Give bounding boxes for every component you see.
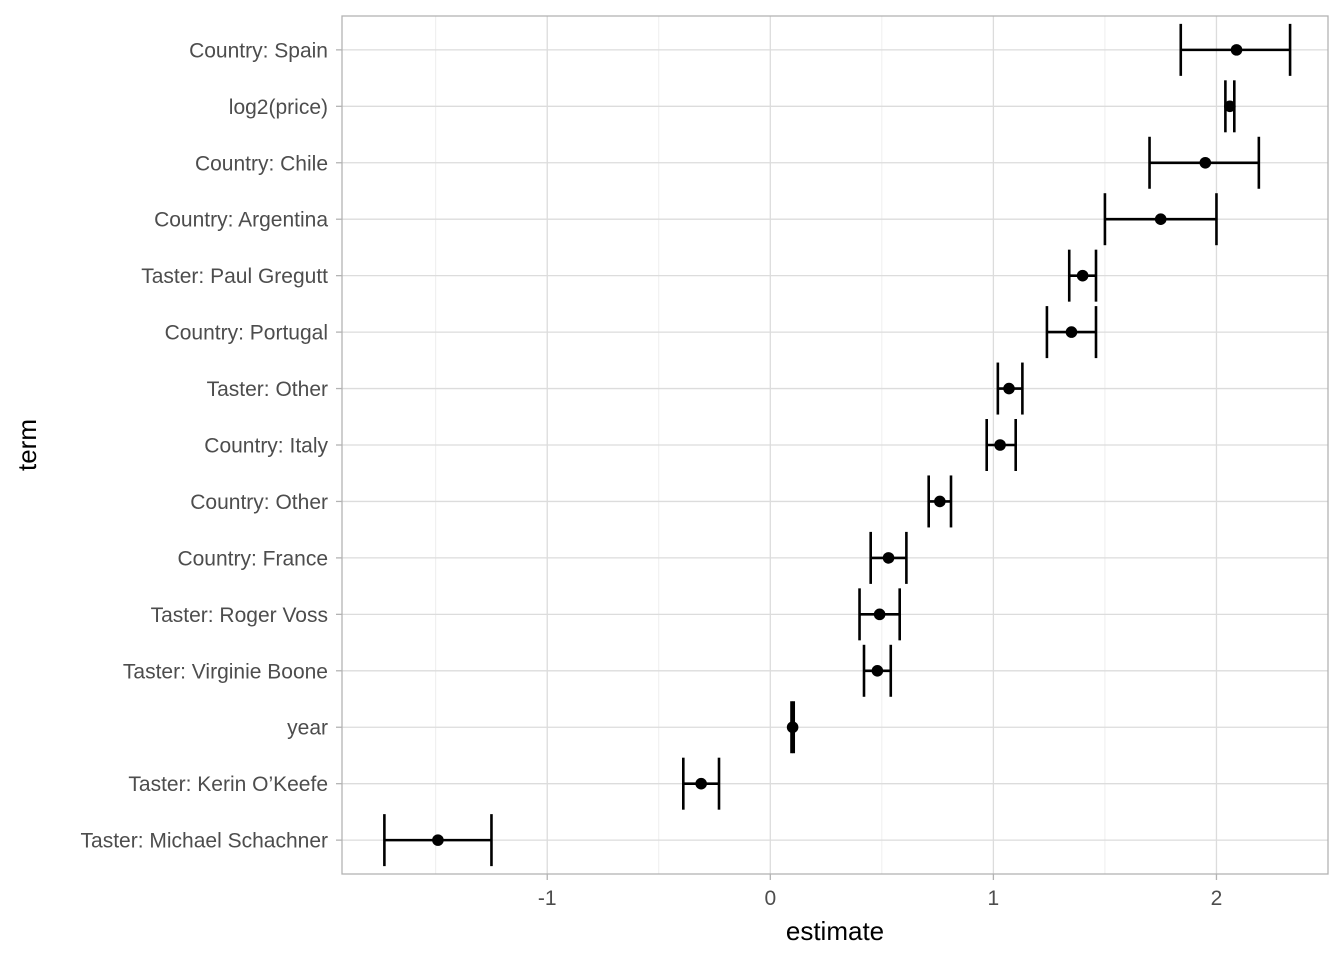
term-mark [1103, 193, 1218, 246]
data-marks [383, 23, 1292, 867]
y-tick-label: Country: Portugal [165, 322, 328, 345]
term-mark [927, 475, 953, 528]
y-tick-label: Country: Chile [195, 152, 328, 175]
y-axis-title: term [12, 419, 42, 471]
estimate-point [1224, 100, 1236, 113]
x-tick-label: 1 [988, 887, 1000, 910]
y-axis: Country: Spain log2(price) Country: Chile C… [81, 39, 342, 853]
y-tick-label: Taster: Kerin O’Keefe [128, 773, 328, 796]
estimate-point [1065, 326, 1078, 338]
y-tick-label: log2(price) [229, 96, 328, 119]
y-tick-label: Country: Spain [189, 39, 328, 62]
y-tick-label: Taster: Michael Schachner [81, 830, 328, 853]
estimate-point [1076, 269, 1089, 282]
term-mark [786, 701, 799, 754]
y-tick-label: Taster: Other [207, 378, 328, 401]
term-mark [1224, 80, 1236, 133]
y-tick-label: Taster: Paul Gregutt [141, 265, 328, 288]
term-mark [682, 757, 721, 810]
term-mark [383, 814, 493, 867]
y-tick-label: Country: France [177, 547, 328, 570]
y-tick-label: year [287, 717, 328, 740]
y-tick-label: Country: Argentina [154, 209, 328, 232]
term-mark [985, 419, 1017, 471]
estimate-point [882, 552, 895, 564]
estimate-point [1199, 156, 1212, 169]
term-mark [1148, 136, 1261, 189]
estimate-point [432, 834, 444, 846]
x-tick-label: 2 [1211, 887, 1223, 910]
estimate-point [1230, 44, 1243, 56]
estimate-point [871, 664, 884, 677]
estimate-point [695, 777, 707, 790]
estimate-point [994, 439, 1006, 451]
major-gridlines [342, 16, 1328, 874]
term-mark [1067, 249, 1098, 302]
x-tick-label: 0 [764, 887, 776, 910]
term-mark [1045, 306, 1098, 359]
estimate-point [1003, 382, 1015, 395]
y-tick-label: Country: Italy [204, 435, 328, 458]
estimate-point [934, 495, 946, 508]
term-mark [1179, 23, 1292, 76]
x-axis: -1 0 1 2 [538, 874, 1222, 910]
y-tick-label: Taster: Virginie Boone [123, 660, 328, 683]
estimate-point [1154, 213, 1167, 226]
term-mark [996, 362, 1024, 415]
term-mark [858, 588, 901, 641]
y-tick-label: Country: Other [190, 491, 328, 514]
y-tick-label: Taster: Roger Voss [151, 604, 328, 627]
term-mark [869, 531, 908, 584]
x-axis-title: estimate [786, 916, 884, 946]
estimate-point [786, 721, 799, 734]
estimate-point [873, 608, 886, 621]
x-tick-label: -1 [538, 887, 557, 910]
term-mark [862, 644, 893, 697]
